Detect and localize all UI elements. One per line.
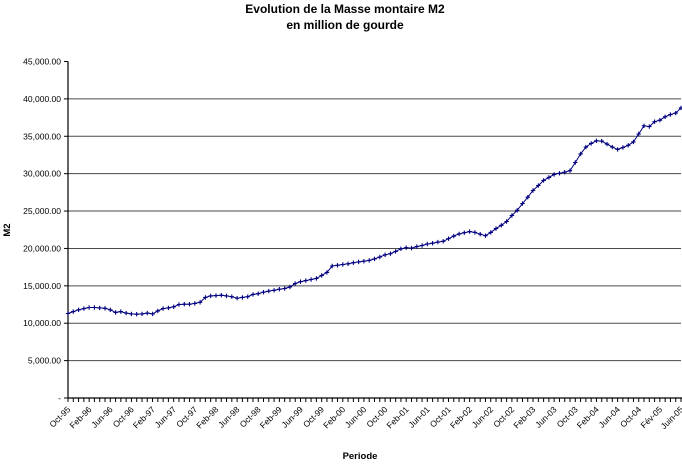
x-tick-label: Feb-98 [194, 404, 220, 430]
y-tick-label: - [58, 393, 61, 403]
y-tick-marks [64, 61, 68, 399]
x-tick-label: Feb-04 [575, 404, 601, 430]
m2-data-series [65, 105, 682, 317]
x-tick-label: Jun-98 [216, 404, 242, 430]
y-tick-label: 35,000.00 [23, 131, 61, 141]
x-tick-label: Feb-02 [448, 404, 474, 430]
x-tick-label: Feb-96 [67, 404, 93, 430]
y-tick-label: 20,000.00 [23, 243, 61, 253]
x-tick-label: Jun-04 [597, 404, 623, 430]
x-tick-label: Feb-03 [511, 404, 537, 430]
x-tick-label: Juin-05 [659, 404, 682, 431]
x-tick-label: Feb-00 [321, 404, 347, 430]
y-tick-label: 10,000.00 [23, 318, 61, 328]
x-tick-label: Jun-97 [153, 404, 179, 430]
x-tick-label: Jun-03 [533, 404, 559, 430]
x-tick-marks [67, 398, 682, 402]
x-tick-label: Oct-04 [618, 404, 643, 429]
x-tick-label: Jun-01 [406, 404, 432, 430]
y-tick-label: 30,000.00 [23, 169, 61, 179]
axes [67, 61, 682, 399]
m2-data-point-markers [65, 105, 682, 317]
y-tick-label: 15,000.00 [23, 281, 61, 291]
y-axis-title: M2 [2, 223, 13, 236]
x-tick-labels: Oct-95Feb-96Jun-96Oct-96Feb-97Jun-97Oct-… [47, 404, 682, 431]
chart-title-line-1: Evolution de la Masse montaire M2 [245, 2, 445, 16]
chart-title-line-2: en million de gourde [286, 18, 404, 32]
y-tick-label: 5,000.00 [28, 356, 61, 366]
y-tick-labels: - 5,000.00 10,000.00 15,000.00 20,000.00 25,0… [23, 57, 61, 404]
gridlines [68, 98, 681, 362]
y-tick-label: 45,000.00 [23, 57, 61, 67]
x-axis-title: Periode [343, 451, 378, 462]
x-tick-label: Feb-99 [258, 404, 284, 430]
x-tick-label: Jun-00 [343, 404, 369, 430]
x-tick-label: Feb-01 [385, 404, 411, 430]
x-tick-label: Feb-97 [131, 404, 157, 430]
y-tick-label: 40,000.00 [23, 94, 61, 104]
y-tick-label: 25,000.00 [23, 206, 61, 216]
x-tick-label: Jun-99 [279, 404, 305, 430]
x-tick-label: Jun-96 [89, 404, 115, 430]
x-tick-label: Jun-02 [470, 404, 496, 430]
